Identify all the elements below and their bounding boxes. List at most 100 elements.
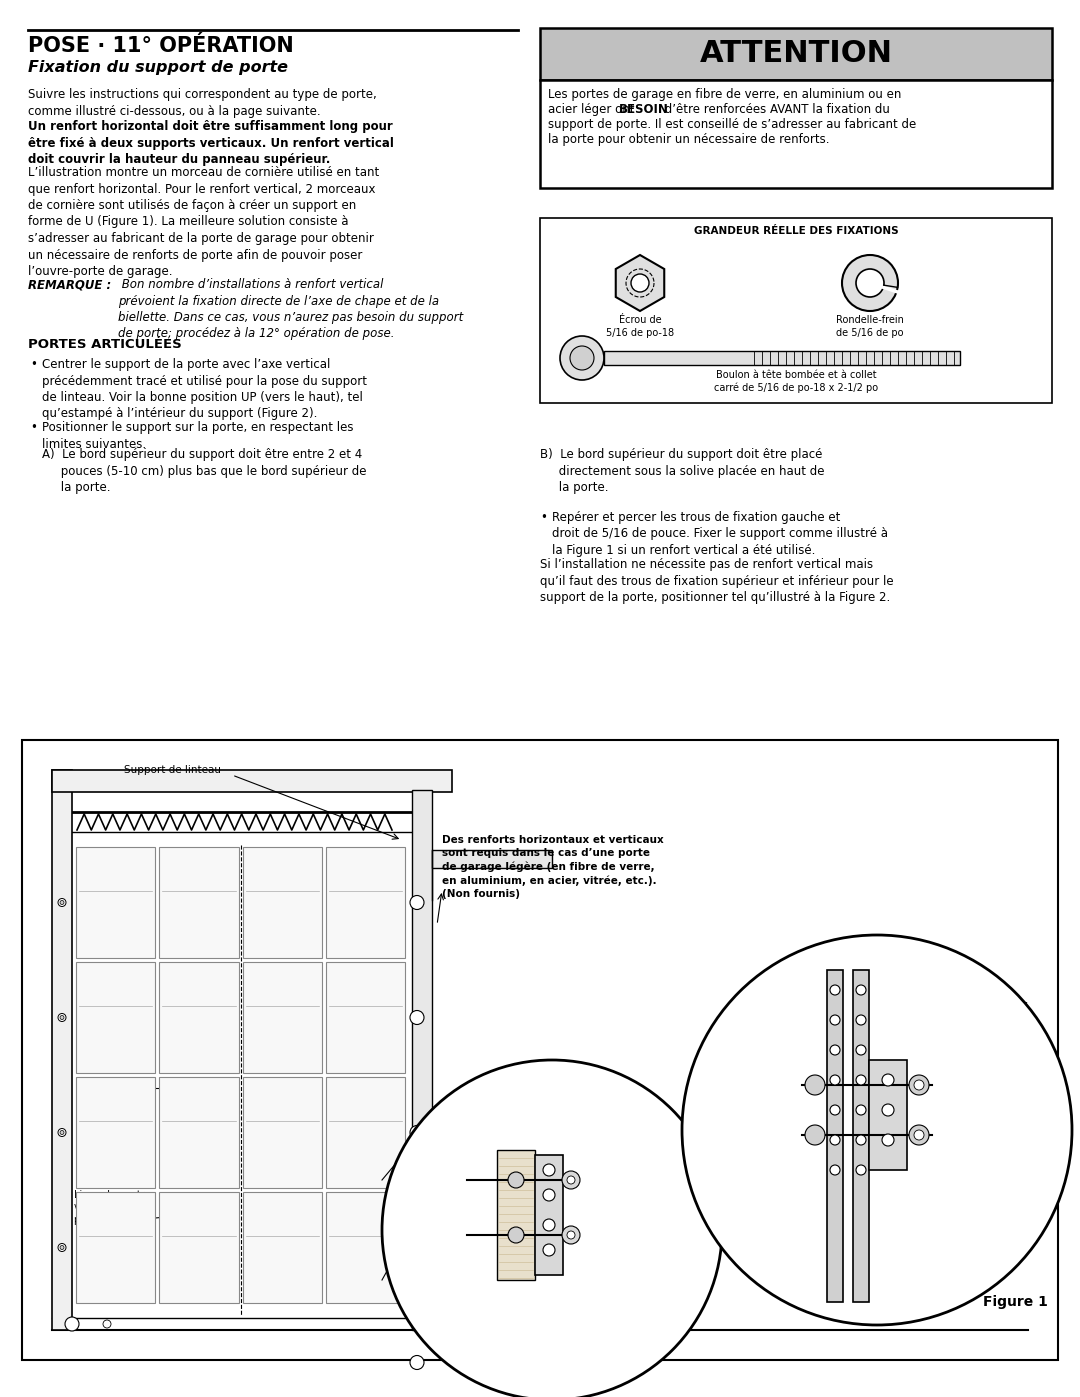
FancyBboxPatch shape (76, 1077, 156, 1187)
Circle shape (60, 901, 64, 904)
FancyBboxPatch shape (52, 770, 453, 792)
FancyBboxPatch shape (853, 970, 869, 1302)
Text: B)  Le bord supérieur du support doit être placé
     directement sous la solive: B) Le bord supérieur du support doit êtr… (540, 448, 824, 495)
FancyBboxPatch shape (540, 28, 1052, 80)
Text: Des renforts horizontaux et verticaux
sont requis dans le cas d’une porte
de gar: Des renforts horizontaux et verticaux so… (442, 835, 664, 900)
FancyBboxPatch shape (159, 963, 239, 1073)
Text: Boulon à tête bombée et à collet
carré de 5/16 de po-18 x 2-1/2 po: Boulon à tête bombée et à collet carré d… (714, 370, 878, 394)
Circle shape (631, 274, 649, 292)
Text: Suivre les instructions qui correspondent au type de porte,
comme illustré ci-de: Suivre les instructions qui corresponden… (28, 88, 377, 117)
Text: acier léger ont: acier léger ont (548, 103, 638, 116)
Circle shape (805, 1125, 825, 1146)
Text: PORTES ARTICULÉES: PORTES ARTICULÉES (28, 338, 181, 351)
Circle shape (856, 1105, 866, 1115)
FancyBboxPatch shape (76, 963, 156, 1073)
Circle shape (562, 1171, 580, 1189)
FancyBboxPatch shape (535, 1155, 563, 1275)
Circle shape (831, 1016, 840, 1025)
Circle shape (909, 1125, 929, 1146)
Circle shape (856, 985, 866, 995)
FancyBboxPatch shape (432, 849, 552, 868)
Text: Support de porte: Support de porte (458, 1365, 546, 1375)
Circle shape (856, 270, 885, 298)
Circle shape (58, 1129, 66, 1137)
Circle shape (856, 1045, 866, 1055)
Text: POSE · 11° OPÉRATION: POSE · 11° OPÉRATION (28, 36, 294, 56)
Text: A)  Le bord supérieur du support doit être entre 2 et 4
     pouces (5-10 cm) pl: A) Le bord supérieur du support doit êtr… (42, 448, 366, 495)
FancyBboxPatch shape (243, 1077, 322, 1187)
Text: Ligne du centre
vertical de la
porte de garage: Ligne du centre vertical de la porte de … (932, 1070, 1011, 1105)
Circle shape (882, 1134, 894, 1146)
Text: Écrou de
5/16 de po-18: Écrou de 5/16 de po-18 (606, 314, 674, 338)
FancyBboxPatch shape (326, 1192, 405, 1303)
Circle shape (60, 1130, 64, 1134)
FancyBboxPatch shape (159, 1077, 239, 1187)
FancyBboxPatch shape (159, 1192, 239, 1303)
Circle shape (60, 1016, 64, 1020)
Circle shape (914, 1080, 924, 1090)
Text: Un renfort horizontal doit être suffisamment long pour
être fixé à deux supports: Un renfort horizontal doit être suffisam… (28, 120, 394, 166)
Circle shape (856, 1076, 866, 1085)
FancyBboxPatch shape (827, 970, 843, 1302)
Text: la porte pour obtenir un nécessaire de renforts.: la porte pour obtenir un nécessaire de r… (548, 133, 829, 147)
Circle shape (65, 1317, 79, 1331)
Circle shape (382, 1060, 723, 1397)
Circle shape (410, 1126, 424, 1140)
Circle shape (831, 1134, 840, 1146)
Circle shape (882, 1104, 894, 1116)
Text: d’être renforcées AVANT la fixation du: d’être renforcées AVANT la fixation du (661, 103, 890, 116)
Circle shape (831, 1076, 840, 1085)
Circle shape (60, 1246, 64, 1249)
FancyBboxPatch shape (497, 1150, 535, 1280)
FancyBboxPatch shape (76, 1192, 156, 1303)
Text: •: • (540, 511, 546, 524)
Circle shape (856, 1016, 866, 1025)
Circle shape (856, 1134, 866, 1146)
Circle shape (842, 256, 897, 312)
Circle shape (410, 895, 424, 909)
Circle shape (103, 1320, 111, 1329)
Circle shape (543, 1243, 555, 1256)
Text: HAUT: HAUT (578, 1165, 610, 1175)
Text: Positionner le support sur la porte, en respectant les
limites suivantes.: Positionner le support sur la porte, en … (42, 420, 353, 450)
Text: Situation
du support
de porte: Situation du support de porte (82, 1080, 138, 1116)
Circle shape (58, 1013, 66, 1021)
FancyBboxPatch shape (22, 740, 1058, 1361)
FancyBboxPatch shape (243, 1192, 322, 1303)
Circle shape (856, 1165, 866, 1175)
FancyBboxPatch shape (604, 351, 960, 365)
Circle shape (410, 1010, 424, 1024)
FancyBboxPatch shape (326, 1077, 405, 1187)
Circle shape (909, 1076, 929, 1095)
Text: Support de linteau: Support de linteau (123, 766, 220, 775)
Circle shape (805, 1076, 825, 1095)
Text: •: • (30, 358, 37, 372)
Text: Ligne du centre
vertical de la
porte de garage: Ligne du centre vertical de la porte de … (75, 1190, 152, 1225)
FancyBboxPatch shape (52, 770, 72, 1330)
FancyBboxPatch shape (869, 1060, 907, 1171)
Circle shape (58, 1243, 66, 1252)
Circle shape (831, 1045, 840, 1055)
Circle shape (570, 346, 594, 370)
Text: GRANDEUR RÉELLE DES FIXATIONS: GRANDEUR RÉELLE DES FIXATIONS (693, 226, 899, 236)
Circle shape (543, 1220, 555, 1231)
FancyBboxPatch shape (540, 80, 1052, 189)
Circle shape (543, 1164, 555, 1176)
FancyBboxPatch shape (159, 847, 239, 958)
Circle shape (562, 1227, 580, 1243)
Circle shape (831, 1165, 840, 1175)
Text: Centrer le support de la porte avec l’axe vertical
précédemment tracé et utilisé: Centrer le support de la porte avec l’ax… (42, 358, 367, 420)
Text: BESOIN: BESOIN (619, 103, 669, 116)
Text: ATTENTION: ATTENTION (700, 39, 892, 68)
Text: REMARQUE :: REMARQUE : (28, 278, 111, 291)
FancyBboxPatch shape (243, 847, 322, 958)
Circle shape (543, 1189, 555, 1201)
Text: Bord intérieur de la
porte ou morceau
de bois de renfort: Bord intérieur de la porte ou morceau de… (397, 1260, 491, 1295)
Circle shape (508, 1172, 524, 1187)
Polygon shape (616, 256, 664, 312)
Circle shape (410, 1241, 424, 1255)
Text: Repérer et percer les trous de fixation gauche et
droit de 5/16 de pouce. Fixer : Repérer et percer les trous de fixation … (552, 511, 888, 557)
Text: support de porte. Il est conseillé de s’adresser au fabricant de: support de porte. Il est conseillé de s’… (548, 117, 916, 131)
Text: Rondelle-frein
de 5/16 de po: Rondelle-frein de 5/16 de po (932, 1180, 1000, 1203)
Text: 23: 23 (531, 1377, 549, 1391)
